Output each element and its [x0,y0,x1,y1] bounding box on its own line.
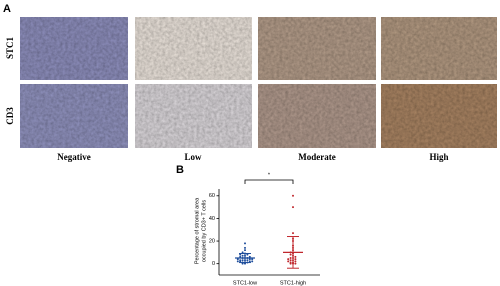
data-point [244,246,246,249]
y-axis-label: occupied by CD3+ T cells [201,200,207,263]
micrograph [20,17,128,80]
significance-bracket [244,179,294,184]
x-tick-label: STC1-low [233,280,257,286]
micrograph [135,17,252,80]
micrograph [381,17,497,80]
data-point [244,249,246,252]
data-point [287,258,290,261]
data-point [292,232,294,235]
data-point [246,253,249,256]
data-point [241,254,244,257]
row-label: CD3 [5,107,15,125]
x-tick-label: STC1-high [280,280,306,286]
y-tick-label: 60 [209,193,215,199]
significance-label: * [268,172,271,178]
data-point [251,258,254,261]
y-tick-label: 20 [209,239,215,245]
data-point [248,258,251,261]
data-point [289,257,292,260]
y-tick-label: 0 [212,261,215,267]
y-axis-label: Percentage of stromal area [194,197,200,264]
micrograph [258,17,376,80]
y-tick-label: 40 [209,216,215,222]
data-point [239,253,242,256]
data-point [287,260,290,263]
data-point [236,258,239,261]
column-label: High [429,152,448,162]
data-point [294,258,297,261]
column-label: Negative [57,152,91,162]
data-point [251,260,254,263]
data-point [289,259,292,262]
data-point [289,261,292,264]
micrograph [20,84,128,148]
data-point [241,251,244,254]
data-point [236,260,239,263]
data-point [292,194,294,197]
panel-label: B [176,164,184,176]
micrograph [381,84,497,148]
data-point [294,255,297,258]
data-point [239,259,242,262]
micrograph [258,84,376,148]
column-label: Low [184,152,202,162]
data-point [289,253,292,256]
panel-label: A [3,3,11,15]
data-point [248,255,251,258]
data-point [248,260,251,263]
data-point [246,259,249,262]
micrograph [135,84,252,148]
data-point [294,260,297,263]
row-label: STC1 [5,37,15,60]
data-point [239,255,242,258]
data-point [292,206,294,209]
column-label: Moderate [298,152,335,162]
data-point [294,262,297,265]
micrographs [20,17,497,148]
data-point [241,259,244,262]
data-point [244,242,246,245]
